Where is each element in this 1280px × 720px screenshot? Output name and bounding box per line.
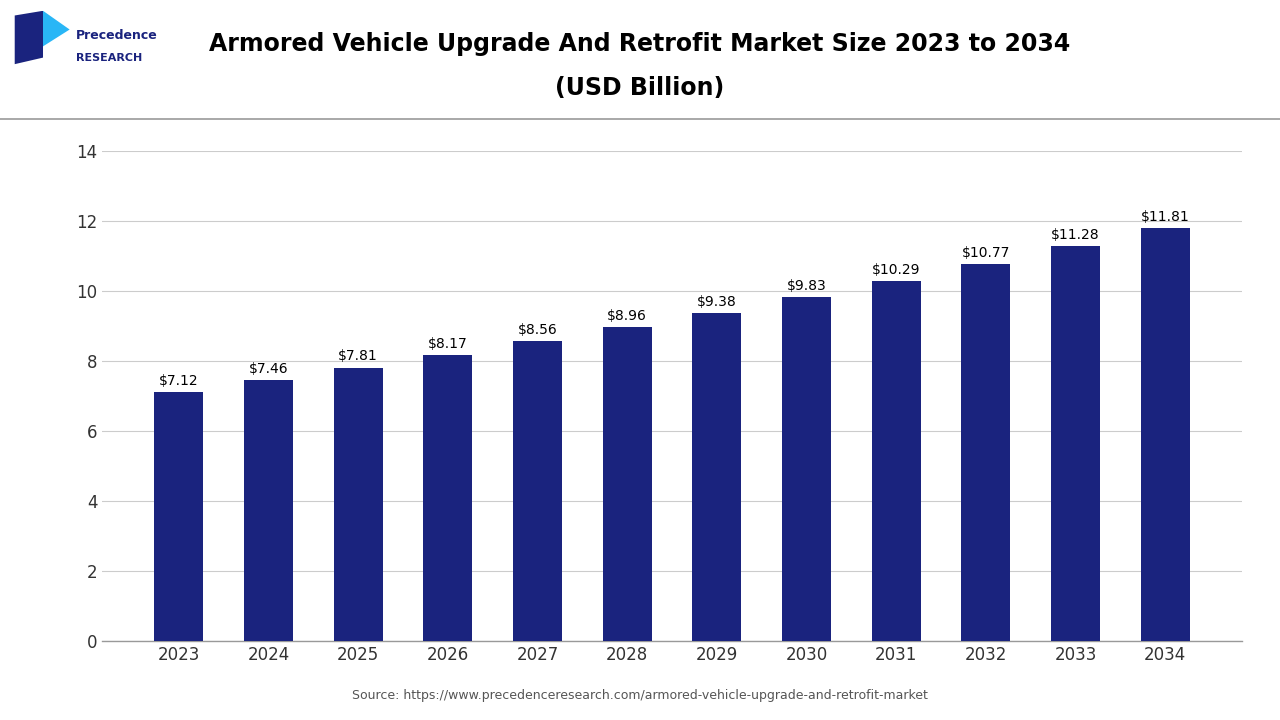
Bar <box>1051 246 1100 641</box>
Bar <box>692 312 741 641</box>
Bar <box>782 297 831 641</box>
Text: $7.12: $7.12 <box>159 374 198 387</box>
Bar <box>244 380 293 641</box>
Text: (USD Billion): (USD Billion) <box>556 76 724 99</box>
Bar <box>961 264 1010 641</box>
Text: $11.81: $11.81 <box>1140 210 1189 224</box>
Polygon shape <box>15 11 44 64</box>
Text: $8.56: $8.56 <box>517 323 557 337</box>
Bar <box>334 368 383 641</box>
Bar <box>603 328 652 641</box>
Bar <box>154 392 204 641</box>
Text: $9.38: $9.38 <box>696 294 737 309</box>
Text: Armored Vehicle Upgrade And Retrofit Market Size 2023 to 2034: Armored Vehicle Upgrade And Retrofit Mar… <box>210 32 1070 56</box>
Text: $10.29: $10.29 <box>872 263 920 276</box>
Text: $7.46: $7.46 <box>248 361 288 376</box>
Bar <box>513 341 562 641</box>
Text: $10.77: $10.77 <box>961 246 1010 260</box>
Text: $11.28: $11.28 <box>1051 228 1100 242</box>
Bar <box>424 355 472 641</box>
Polygon shape <box>44 11 69 46</box>
Text: $8.17: $8.17 <box>428 337 467 351</box>
Text: Source: https://www.precedenceresearch.com/armored-vehicle-upgrade-and-retrofit-: Source: https://www.precedenceresearch.c… <box>352 689 928 702</box>
Text: RESEARCH: RESEARCH <box>77 53 142 63</box>
Bar <box>872 281 920 641</box>
Text: $8.96: $8.96 <box>607 310 648 323</box>
Text: Precedence: Precedence <box>77 29 157 42</box>
Text: $7.81: $7.81 <box>338 349 378 364</box>
Bar <box>1140 228 1190 641</box>
Text: $9.83: $9.83 <box>787 279 827 293</box>
